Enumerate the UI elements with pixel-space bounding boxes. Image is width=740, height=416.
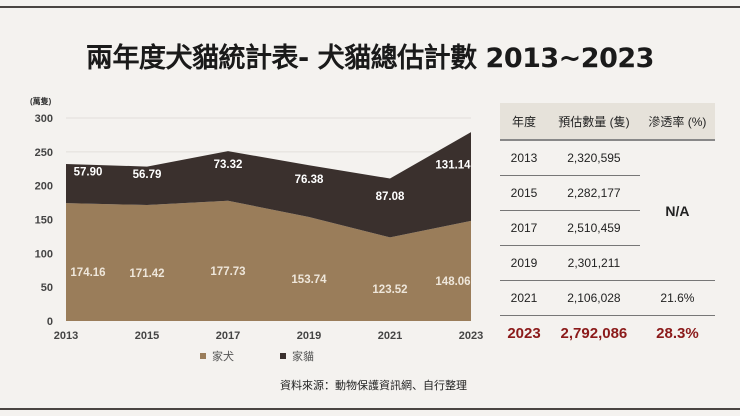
header-count: 預估數量 (隻)	[548, 103, 640, 141]
table-row: 2021 2,106,028 21.6%	[500, 280, 715, 316]
unit-label: (萬隻)	[30, 96, 52, 106]
header-rate: 滲透率 (%)	[639, 103, 715, 141]
cell-rate: 28.3%	[656, 324, 699, 342]
data-label: 76.38	[295, 174, 324, 186]
data-label: 73.32	[214, 159, 243, 171]
x-tick-label: 2023	[459, 330, 483, 342]
estimate-table: 年度 預估數量 (隻) 滲透率 (%) 2013 2,320,595 N/A 201…	[500, 103, 715, 350]
cell-rate-na: N/A	[639, 140, 715, 281]
data-label: 171.42	[129, 268, 164, 280]
legend-swatch	[280, 353, 286, 359]
data-label: 148.06	[435, 276, 470, 288]
cell-count: 2,301,211	[548, 245, 640, 281]
x-tick-label: 2021	[378, 330, 402, 342]
cell-count: 2,106,028	[548, 280, 640, 316]
data-label: 87.08	[376, 191, 405, 203]
table-row-highlight: 2023 2,792,086 28.3%	[500, 316, 715, 351]
data-label: 131.14	[435, 159, 471, 171]
y-tick-label: 300	[35, 113, 53, 125]
table-row: 2017 2,510,459	[500, 210, 715, 246]
data-label: 174.16	[70, 267, 105, 279]
cell-year: 2015	[500, 175, 548, 211]
cell-count: 2,282,177	[548, 175, 640, 211]
cell-rate: 21.6%	[639, 280, 715, 316]
cell-count: 2,320,595	[548, 140, 640, 176]
legend-label: 家貓	[292, 349, 314, 363]
legend-label: 家犬	[212, 349, 234, 363]
table-row: 2015 2,282,177	[500, 175, 715, 211]
cell-year: 2023	[507, 324, 541, 342]
page-frame	[0, 6, 740, 410]
table-row: 2019 2,301,211	[500, 245, 715, 281]
x-tick-label: 2019	[297, 330, 321, 342]
data-label: 56.79	[133, 169, 162, 181]
x-tick-label: 2013	[54, 330, 78, 342]
cell-year: 2017	[500, 210, 548, 246]
data-label: 153.74	[291, 274, 327, 286]
data-label: 123.52	[372, 284, 407, 296]
area-cats	[66, 132, 471, 238]
data-label: 57.90	[74, 167, 103, 179]
cell-count: 2,792,086	[560, 324, 628, 342]
cell-count: 2,510,459	[548, 210, 640, 246]
x-tick-label: 2017	[216, 330, 240, 342]
legend-swatch	[200, 353, 206, 359]
header-year: 年度	[500, 103, 548, 141]
area-dogs	[66, 200, 471, 321]
source-note: 資料來源：動物保護資訊網、自行整理	[280, 379, 467, 392]
data-label: 177.73	[210, 266, 245, 278]
cell-year: 2021	[500, 280, 548, 316]
x-tick-label: 2015	[135, 330, 159, 342]
y-tick-label: 250	[35, 147, 53, 159]
cell-year: 2013	[500, 140, 548, 176]
page-title: 兩年度犬貓統計表- 犬貓總估計數 2013~2023	[86, 43, 654, 74]
y-tick-label: 50	[41, 282, 53, 294]
table-row: 2013 2,320,595 N/A	[500, 140, 715, 281]
cell-year: 2019	[500, 245, 548, 281]
table-header: 年度 預估數量 (隻) 滲透率 (%)	[500, 103, 715, 141]
stacked-area-chart: (萬隻) 0 50 100 150 200 250 300 174.16 171.42 177.73…	[30, 96, 483, 363]
y-tick-label: 0	[47, 316, 53, 328]
y-tick-label: 150	[35, 215, 53, 227]
y-tick-label: 100	[35, 248, 53, 260]
y-tick-label: 200	[35, 181, 53, 193]
